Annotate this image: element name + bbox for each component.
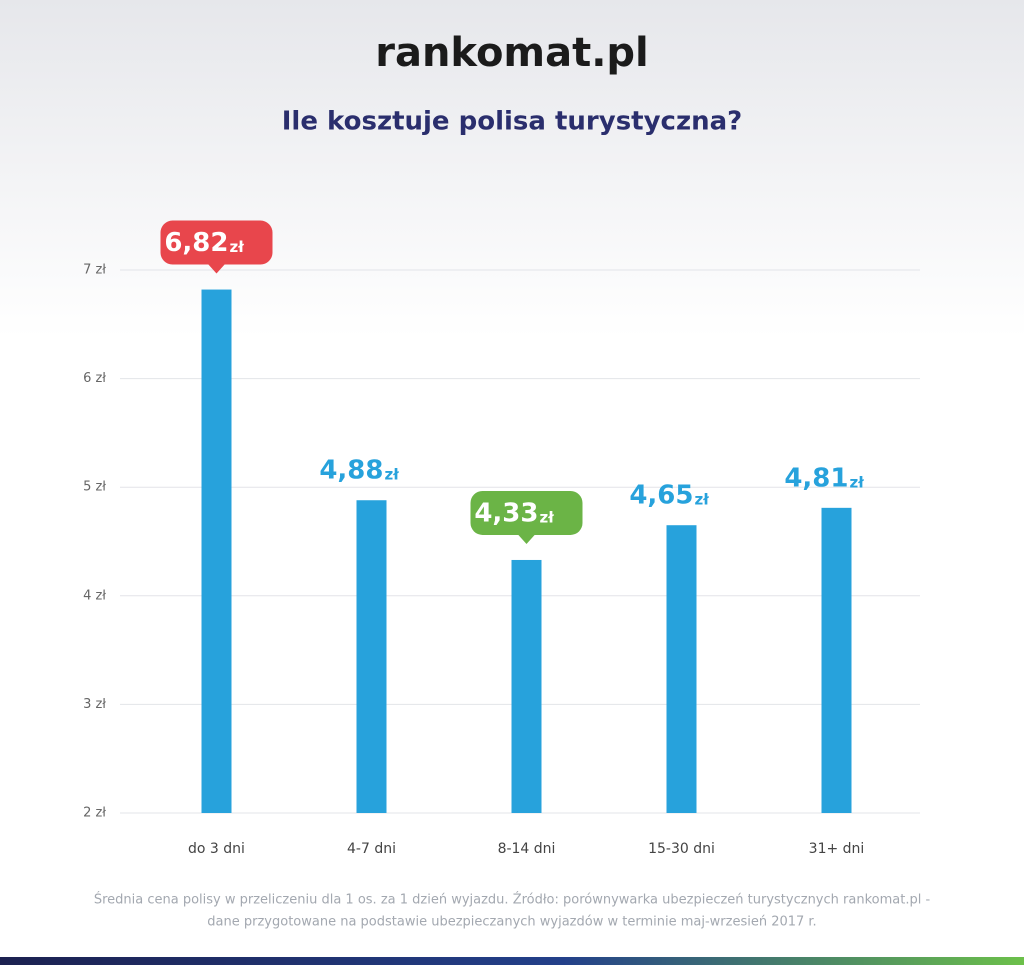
y-tick-label: 2 zł: [83, 806, 106, 821]
value-label-unit: zł: [695, 491, 710, 509]
brand-logo: rankomat.pl: [375, 30, 649, 76]
bar: [201, 289, 232, 814]
y-tick-label: 5 zł: [83, 480, 106, 495]
label-badge: [160, 220, 273, 265]
bar: [821, 507, 852, 813]
x-tick-label: 31+ dni: [809, 841, 865, 857]
x-tick-label: do 3 dni: [188, 841, 245, 857]
y-tick-label: 6 zł: [83, 371, 106, 386]
value-label: 4,81: [784, 463, 848, 493]
y-tick-label: 3 zł: [83, 697, 106, 712]
x-tick-label: 15-30 dni: [648, 841, 715, 857]
x-tick-label: 8-14 dni: [498, 841, 556, 857]
bar: [511, 559, 542, 813]
footnote: Średnia cena polisy w przeliczeniu dla 1…: [94, 892, 931, 908]
value-label: 4,65: [629, 481, 693, 511]
label-badge: [470, 490, 583, 535]
y-tick-label: 7 zł: [83, 263, 106, 278]
value-label: 4,88: [319, 456, 383, 486]
value-label-unit: zł: [230, 238, 245, 256]
value-label-unit: zł: [540, 508, 555, 526]
bottom-strip: [0, 957, 1024, 965]
footnote: dane przygotowane na podstawie ubezpiecz…: [207, 915, 816, 930]
label-badge-pointer: [207, 263, 226, 274]
y-tick-label: 4 zł: [83, 588, 106, 603]
bar: [666, 525, 697, 813]
value-label-unit: zł: [385, 466, 400, 484]
value-label-unit: zł: [850, 473, 865, 491]
x-tick-label: 4-7 dni: [347, 841, 396, 857]
value-label: 4,33: [474, 498, 538, 528]
bar: [356, 500, 387, 813]
value-label: 6,82: [164, 228, 228, 258]
chart-title: Ile kosztuje polisa turystyczna?: [282, 107, 742, 137]
label-badge-pointer: [517, 533, 536, 544]
